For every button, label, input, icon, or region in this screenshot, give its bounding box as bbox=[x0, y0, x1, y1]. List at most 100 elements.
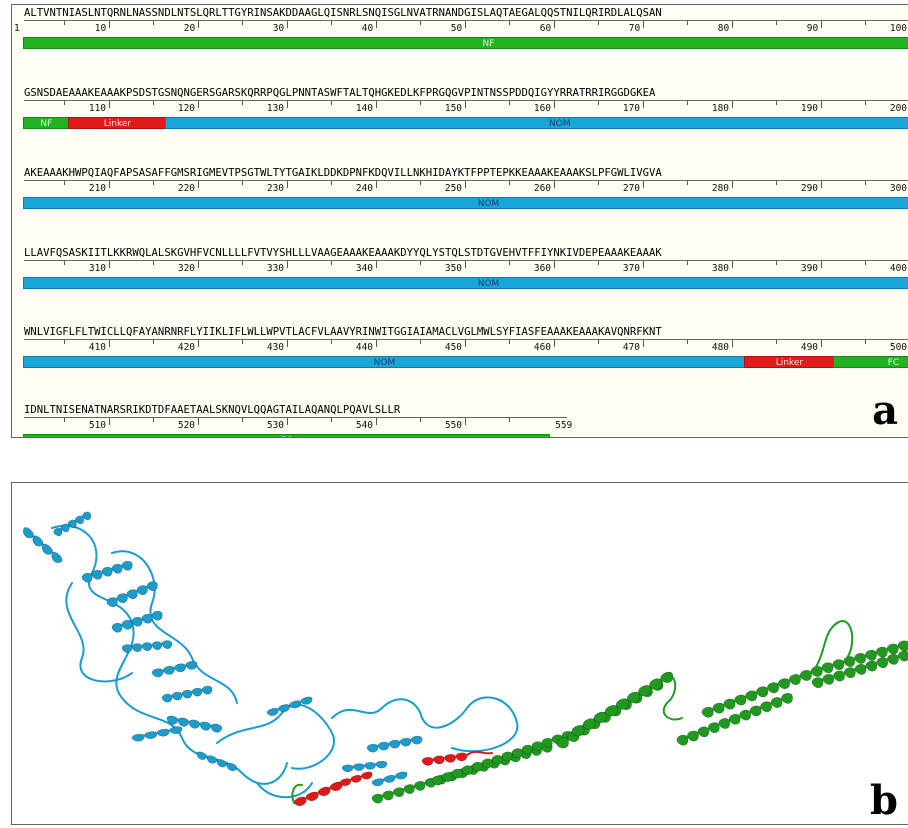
ruler-tick bbox=[242, 181, 244, 185]
helix-turn bbox=[399, 737, 412, 747]
ruler-tick bbox=[598, 101, 600, 105]
ruler-tick bbox=[331, 418, 333, 422]
domain-bar-nom: NOM bbox=[23, 356, 746, 368]
ruler-tick bbox=[420, 340, 422, 344]
ruler-number: 140 bbox=[355, 103, 374, 114]
ruler-tick bbox=[108, 340, 110, 347]
nom-helix bbox=[366, 735, 423, 753]
helix-turn bbox=[174, 663, 187, 673]
helix-turn bbox=[32, 535, 44, 547]
helix-turn bbox=[767, 682, 780, 694]
helix-turn bbox=[660, 671, 674, 683]
helix-turn bbox=[582, 718, 596, 730]
ruler-tick bbox=[420, 101, 422, 105]
helix-turn bbox=[206, 755, 218, 764]
ruler-tick bbox=[375, 261, 377, 268]
helix-turn bbox=[41, 543, 53, 555]
ruler-tick bbox=[197, 21, 199, 28]
ruler-tick bbox=[642, 181, 644, 188]
helix-turn bbox=[136, 585, 148, 596]
ruler-number: 90 bbox=[806, 23, 819, 34]
helix-turn bbox=[392, 787, 405, 798]
domain-track: FC bbox=[23, 434, 567, 437]
helix-turn bbox=[865, 649, 877, 661]
helix-turn bbox=[571, 725, 585, 737]
ruler-number: 270 bbox=[622, 183, 641, 194]
helix-turn bbox=[712, 702, 725, 714]
fc-helix bbox=[701, 665, 823, 718]
ruler-tick bbox=[286, 101, 288, 108]
nom-helix bbox=[151, 660, 198, 678]
ruler-tick bbox=[197, 181, 199, 188]
helix-turn bbox=[82, 511, 92, 521]
ruler-number: 510 bbox=[88, 420, 107, 431]
nom-helix bbox=[166, 715, 223, 733]
ruler-number: 480 bbox=[711, 342, 730, 353]
ruler-tick bbox=[242, 101, 244, 105]
helix-turn bbox=[897, 650, 908, 662]
domain-bar-nom: NOM bbox=[165, 117, 908, 129]
ruler-number: 50 bbox=[450, 23, 463, 34]
position-ruler: 410 420 430 440 450 460 470 480 490 500 bbox=[24, 339, 908, 355]
ruler-tick bbox=[464, 181, 466, 188]
sequence-text: IDNLTNISENATNARSRIKDTDFAAETAALSKNQVLQQAG… bbox=[24, 404, 401, 416]
ruler-tick bbox=[687, 21, 689, 25]
ruler-tick bbox=[286, 21, 288, 28]
ruler-tick bbox=[865, 340, 867, 344]
sequence-text: AKEAAAKHWPQIAQFAPSASAFFGMSRIGMEVTPSGTWLT… bbox=[24, 167, 662, 179]
helix-turn bbox=[854, 663, 867, 675]
fc-coil bbox=[291, 783, 303, 804]
helix-turn bbox=[371, 793, 384, 804]
ruler-number: 30 bbox=[272, 23, 285, 34]
linker-helix bbox=[421, 752, 468, 766]
ruler-tick bbox=[553, 181, 555, 188]
helix-turn bbox=[22, 527, 34, 539]
ruler-tick bbox=[108, 181, 110, 188]
position-ruler: 210 220 230 240 250 260 270 280 290 300 bbox=[24, 180, 908, 196]
helix-turn bbox=[833, 670, 845, 682]
helix-turn bbox=[350, 774, 362, 783]
ruler-tick bbox=[509, 340, 511, 344]
ruler-tick bbox=[153, 261, 155, 265]
helix-turn bbox=[593, 711, 607, 723]
ruler-number: 390 bbox=[800, 263, 819, 274]
helix-turn bbox=[421, 757, 434, 766]
ruler-number: 250 bbox=[444, 183, 463, 194]
helix-turn bbox=[51, 551, 63, 563]
linker-helix bbox=[293, 781, 343, 806]
ruler-end-number: 559 bbox=[555, 420, 573, 431]
helix-turn bbox=[604, 705, 618, 717]
helix-turn bbox=[60, 523, 70, 533]
ruler-tick bbox=[331, 101, 333, 105]
ruler-tick bbox=[776, 181, 778, 185]
helix-turn bbox=[300, 696, 313, 705]
ruler-tick bbox=[820, 101, 822, 108]
ruler-number: 520 bbox=[177, 420, 196, 431]
ruler-tick bbox=[108, 261, 110, 268]
ruler-tick bbox=[64, 418, 66, 422]
ruler-number: 470 bbox=[622, 342, 641, 353]
ruler-number: 170 bbox=[622, 103, 641, 114]
ruler-number: 530 bbox=[266, 420, 285, 431]
domain-track: NOM bbox=[23, 197, 908, 210]
helix-turn bbox=[210, 723, 223, 733]
helix-turn bbox=[388, 739, 401, 749]
ruler-number: 220 bbox=[177, 183, 196, 194]
helix-turn bbox=[854, 653, 867, 664]
ruler-number: 210 bbox=[88, 183, 107, 194]
ruler-tick bbox=[108, 21, 110, 28]
position-ruler: 510 520 530 540 550 559 bbox=[24, 417, 572, 433]
nom-helix bbox=[371, 771, 408, 787]
helix-turn bbox=[832, 659, 845, 671]
helix-turn bbox=[181, 689, 193, 699]
helix-turn bbox=[371, 778, 384, 787]
ruler-number: 420 bbox=[177, 342, 196, 353]
helix-turn bbox=[121, 560, 133, 571]
domain-bar-linker: Linker bbox=[743, 356, 835, 368]
ruler-number: 80 bbox=[717, 23, 730, 34]
domain-bar-nom: NOM bbox=[23, 197, 908, 209]
ruler-tick bbox=[553, 261, 555, 268]
ruler-tick bbox=[242, 340, 244, 344]
ruler-tick bbox=[64, 101, 66, 105]
ruler-tick bbox=[108, 101, 110, 108]
